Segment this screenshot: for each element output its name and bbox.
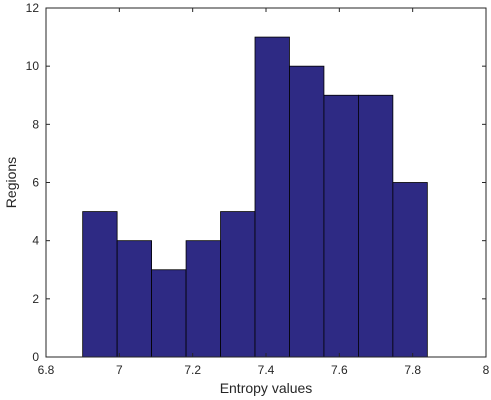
bar-5 [220, 211, 256, 358]
x-tick-label: 7 [116, 363, 123, 377]
x-tick-label: 7.8 [404, 363, 421, 377]
bar-8 [323, 94, 359, 358]
bar-2 [116, 240, 152, 358]
y-tick-label: 6 [32, 176, 39, 190]
y-axis-ticks: 0 2 4 6 8 10 12 [26, 1, 486, 364]
y-tick-label: 8 [32, 117, 39, 131]
bar-6 [254, 36, 290, 358]
y-axis-label: Regions [3, 157, 19, 208]
x-axis-label: Entropy values [220, 380, 313, 396]
x-tick-label: 7.4 [258, 363, 275, 377]
bar-7 [289, 65, 325, 358]
y-tick-label: 2 [32, 292, 39, 306]
y-tick-label: 10 [26, 59, 40, 73]
bar-10 [392, 182, 428, 358]
bars-group [82, 36, 428, 358]
bar-3 [151, 269, 187, 358]
x-tick-label: 7.2 [184, 363, 201, 377]
x-tick-label: 7.6 [331, 363, 348, 377]
bar-4 [185, 240, 221, 358]
x-tick-label: 6.8 [38, 363, 55, 377]
bar-1 [82, 211, 118, 358]
x-tick-label: 8 [483, 363, 490, 377]
y-tick-label: 12 [26, 1, 40, 15]
y-tick-label: 4 [32, 234, 39, 248]
bar-9 [357, 94, 394, 358]
y-tick-label: 0 [32, 350, 39, 364]
x-axis-ticks: 6.8 7 7.2 7.4 7.6 7.8 8 [38, 8, 490, 377]
